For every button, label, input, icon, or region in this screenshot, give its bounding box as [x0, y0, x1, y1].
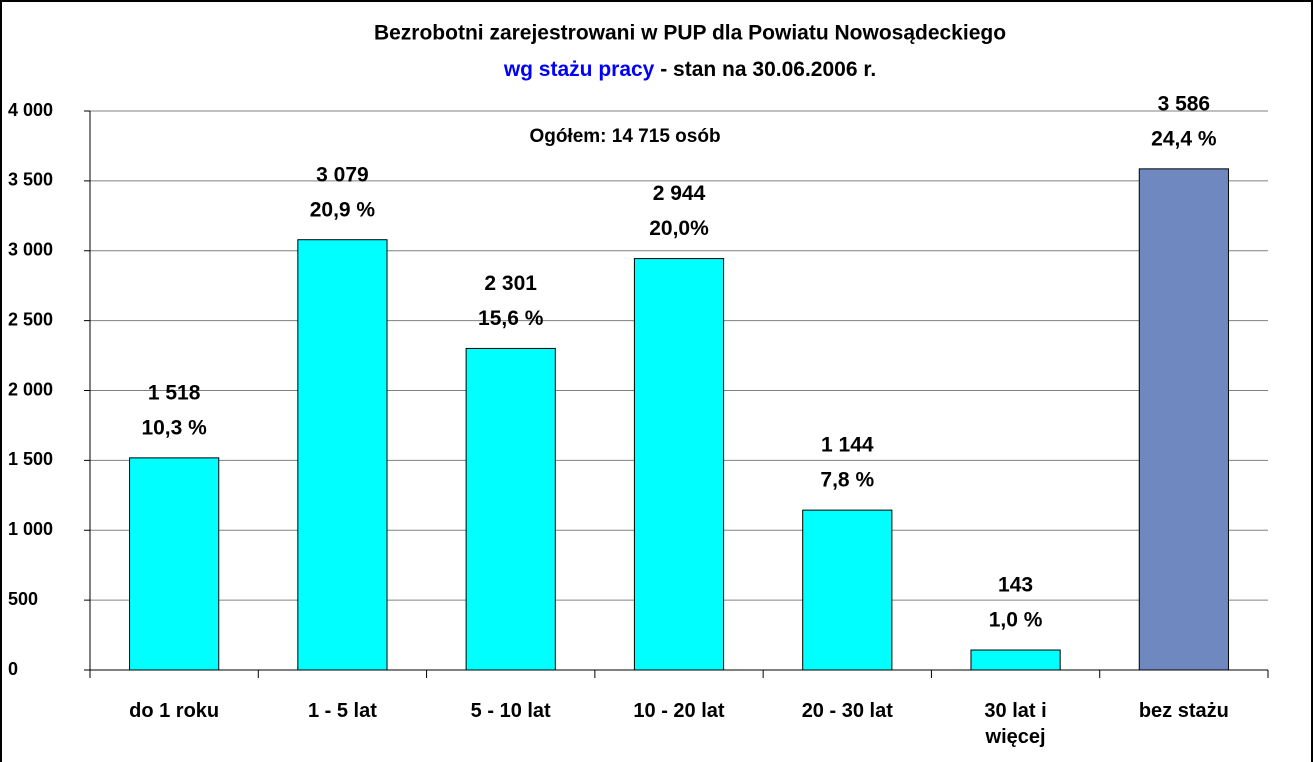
subtitle-highlight: wg stażu pracy [503, 58, 655, 81]
bar [633, 258, 725, 671]
share-label: 10,3 % [141, 416, 207, 439]
share-label: 15,6 % [478, 307, 544, 330]
y-tick-label: 3 000 [8, 240, 53, 260]
chart-title: Bezrobotni zarejestrowani w PUP dla Powi… [374, 22, 1006, 45]
x-tick-label: 20 - 30 lat [801, 700, 893, 722]
bar [297, 239, 388, 671]
y-tick-label: 500 [8, 589, 38, 609]
value-label: 3 079 [316, 163, 369, 186]
subtitle-rest: - stan na 30.06.2006 r. [660, 58, 876, 81]
bar [1138, 168, 1229, 671]
value-label: 2 944 [653, 182, 706, 205]
x-tick-label: 5 - 10 lat [470, 700, 551, 722]
y-tick-label: 1 500 [8, 449, 53, 469]
y-tick-label: 3 500 [8, 170, 53, 190]
x-tick-label: do 1 roku [129, 700, 220, 722]
value-label: 2 301 [484, 272, 537, 295]
y-tick-label: 1 000 [8, 519, 53, 539]
chart-subtitle: wg stażu pracy - stan na 30.06.2006 r. [503, 58, 876, 81]
y-tick-label: 2 500 [8, 309, 53, 329]
y-tick-label: 2 000 [8, 379, 53, 399]
share-label: 7,8 % [820, 469, 874, 492]
x-tick-label: 10 - 20 lat [633, 700, 725, 722]
share-label: 20,9 % [310, 198, 376, 221]
value-label: 3 586 [1158, 92, 1211, 115]
bar [465, 347, 556, 671]
bar [802, 509, 893, 671]
x-tick-label: 30 lat i więcej [984, 700, 1047, 748]
annotation: Ogółem: 14 715 osób [529, 126, 720, 147]
y-tick-label: 0 [8, 659, 18, 679]
y-tick-label: 4 000 [8, 100, 53, 120]
share-label: 20,0% [649, 217, 709, 240]
value-label: 1 144 [821, 434, 874, 457]
x-tick-label: 1 - 5 lat [307, 700, 377, 722]
share-label: 1,0 % [989, 609, 1043, 632]
value-label: 143 [998, 574, 1033, 597]
bar [970, 649, 1061, 671]
value-label: 1 518 [148, 381, 201, 404]
x-tick-label: bez stażu [1138, 700, 1229, 722]
share-label: 24,4 % [1151, 127, 1217, 150]
bar [129, 457, 220, 671]
